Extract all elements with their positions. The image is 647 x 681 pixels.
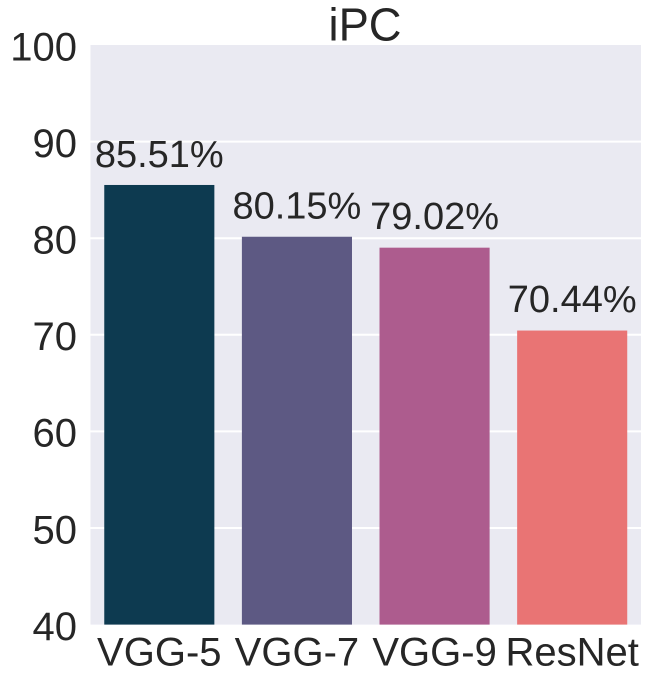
svg-text:80: 80 (33, 219, 78, 263)
svg-text:79.02%: 79.02% (370, 196, 499, 238)
svg-text:60: 60 (33, 412, 78, 456)
svg-text:70.44%: 70.44% (508, 279, 637, 321)
svg-text:90: 90 (33, 122, 78, 166)
svg-text:100: 100 (10, 25, 77, 69)
svg-text:40: 40 (33, 605, 78, 649)
svg-text:VGG-7: VGG-7 (235, 631, 359, 675)
svg-text:85.51%: 85.51% (95, 134, 224, 176)
svg-text:ResNet: ResNet (506, 631, 639, 675)
svg-text:iPC: iPC (329, 0, 402, 51)
svg-text:80.15%: 80.15% (232, 185, 361, 227)
svg-text:VGG-9: VGG-9 (372, 631, 496, 675)
svg-text:50: 50 (33, 508, 78, 552)
svg-text:VGG-5: VGG-5 (97, 631, 221, 675)
svg-text:70: 70 (33, 315, 78, 359)
